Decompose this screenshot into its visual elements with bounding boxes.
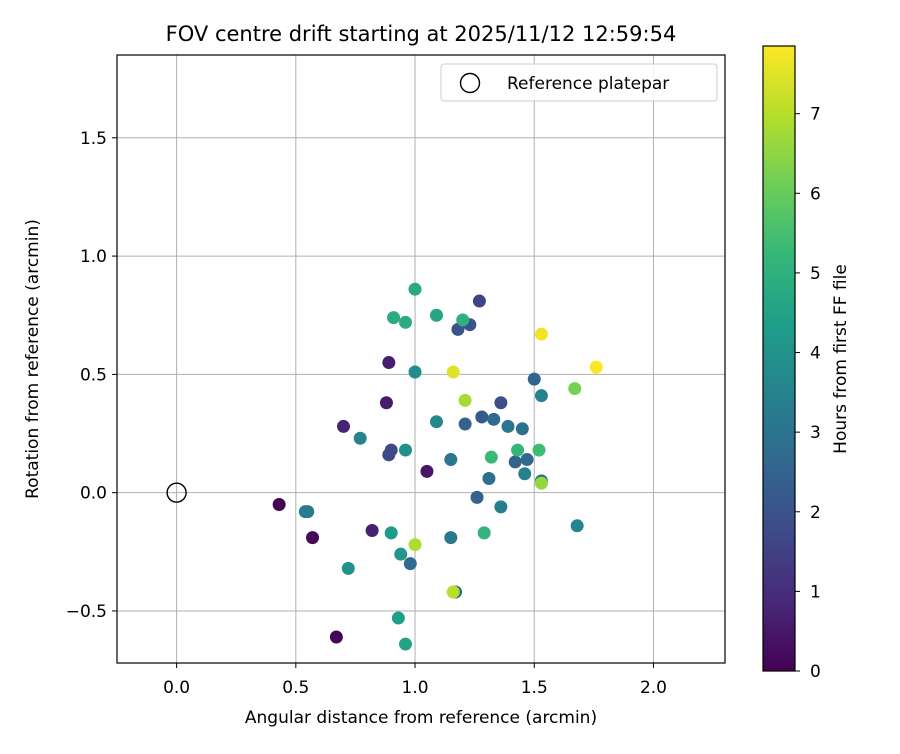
data-point [382, 356, 396, 370]
data-point [420, 464, 434, 478]
data-point [470, 490, 484, 504]
data-point [515, 422, 529, 436]
chart-title: FOV centre drift starting at 2025/11/12 … [166, 22, 677, 46]
data-point [456, 313, 470, 327]
data-point [394, 547, 408, 561]
data-point [298, 505, 312, 519]
data-point [384, 443, 398, 457]
colorbar-ticks: 0 1 2 3 4 5 6 7 [795, 105, 821, 682]
data-point [408, 365, 422, 379]
data-point [589, 360, 603, 374]
data-point [391, 611, 405, 625]
data-point [341, 561, 355, 575]
x-axis-label: Angular distance from reference (arcmin) [245, 708, 597, 728]
data-point [534, 476, 548, 490]
data-point [568, 382, 582, 396]
plot-frame [116, 54, 726, 664]
data-point [403, 557, 417, 571]
data-point [534, 389, 548, 403]
legend-box [440, 63, 718, 102]
colorbar-tick-label: 3 [810, 423, 821, 443]
data-point [446, 585, 460, 599]
colorbar-tick-label: 1 [810, 582, 821, 602]
data-point [458, 417, 472, 431]
data-point [508, 455, 522, 469]
colorbar-tick-label: 4 [810, 344, 821, 364]
legend-label-reference: Reference platepar [507, 74, 669, 94]
data-point [484, 450, 498, 464]
data-point [444, 531, 458, 545]
data-point [379, 396, 393, 410]
data-point [458, 393, 472, 407]
x-axis-ticks: 0.0 0.5 1.0 1.5 2.0 [163, 663, 667, 698]
x-tick-label: 1.0 [402, 678, 429, 698]
data-point [570, 519, 584, 533]
colorbar-tick-label: 2 [810, 503, 821, 523]
colorbar-tick-label: 5 [810, 264, 821, 284]
data-point [387, 311, 401, 325]
x-tick-label: 1.5 [521, 678, 548, 698]
data-point [520, 453, 534, 467]
data-point [408, 538, 422, 552]
data-point [353, 431, 367, 445]
data-point [527, 372, 541, 386]
colorbar-frame [762, 45, 796, 672]
data-point [446, 365, 460, 379]
data-point [511, 443, 525, 457]
data-point [532, 443, 546, 457]
data-point [475, 410, 489, 424]
data-point [306, 531, 320, 545]
data-point [429, 415, 443, 429]
data-point [337, 419, 351, 433]
data-point [429, 308, 443, 322]
data-point [399, 443, 413, 457]
data-point [518, 467, 532, 481]
y-tick-label: −0.5 [66, 602, 107, 622]
x-tick-label: 0.5 [282, 678, 309, 698]
data-point [272, 497, 286, 511]
data-point [408, 282, 422, 296]
y-axis-label: Rotation from reference (arcmin) [23, 219, 43, 499]
data-point [494, 500, 508, 514]
data-point [482, 471, 496, 485]
y-tick-label: 0.0 [80, 484, 107, 504]
data-point [494, 396, 508, 410]
colorbar-tick-label: 0 [810, 662, 821, 682]
data-points [166, 282, 603, 651]
colorbar-label: Hours from first FF file [831, 264, 851, 454]
x-tick-label: 2.0 [640, 678, 667, 698]
data-point [384, 526, 398, 540]
y-tick-label: 1.5 [80, 129, 107, 149]
colorbar-gradient [763, 46, 795, 671]
reference-point-marker [166, 482, 187, 503]
data-point [329, 630, 343, 644]
y-axis-ticks: −0.5 0.0 0.5 1.0 1.5 [66, 129, 117, 622]
y-tick-label: 1.0 [80, 247, 107, 267]
data-point [444, 453, 458, 467]
colorbar-tick-label: 6 [810, 184, 821, 204]
y-tick-label: 0.5 [80, 365, 107, 385]
data-point [399, 315, 413, 329]
x-tick-label: 0.0 [163, 678, 190, 698]
grid [117, 55, 725, 663]
data-point [501, 419, 515, 433]
colorbar: 0 1 2 3 4 5 6 7 Hours from first FF file [762, 45, 851, 682]
data-point [365, 524, 379, 538]
data-point [477, 526, 491, 540]
data-point [487, 412, 501, 426]
colorbar-tick-label: 7 [810, 105, 821, 125]
legend-marker-reference [459, 72, 481, 94]
data-point [472, 294, 486, 308]
data-point [399, 637, 413, 651]
legend: Reference platepar [440, 63, 718, 102]
data-point [534, 327, 548, 341]
